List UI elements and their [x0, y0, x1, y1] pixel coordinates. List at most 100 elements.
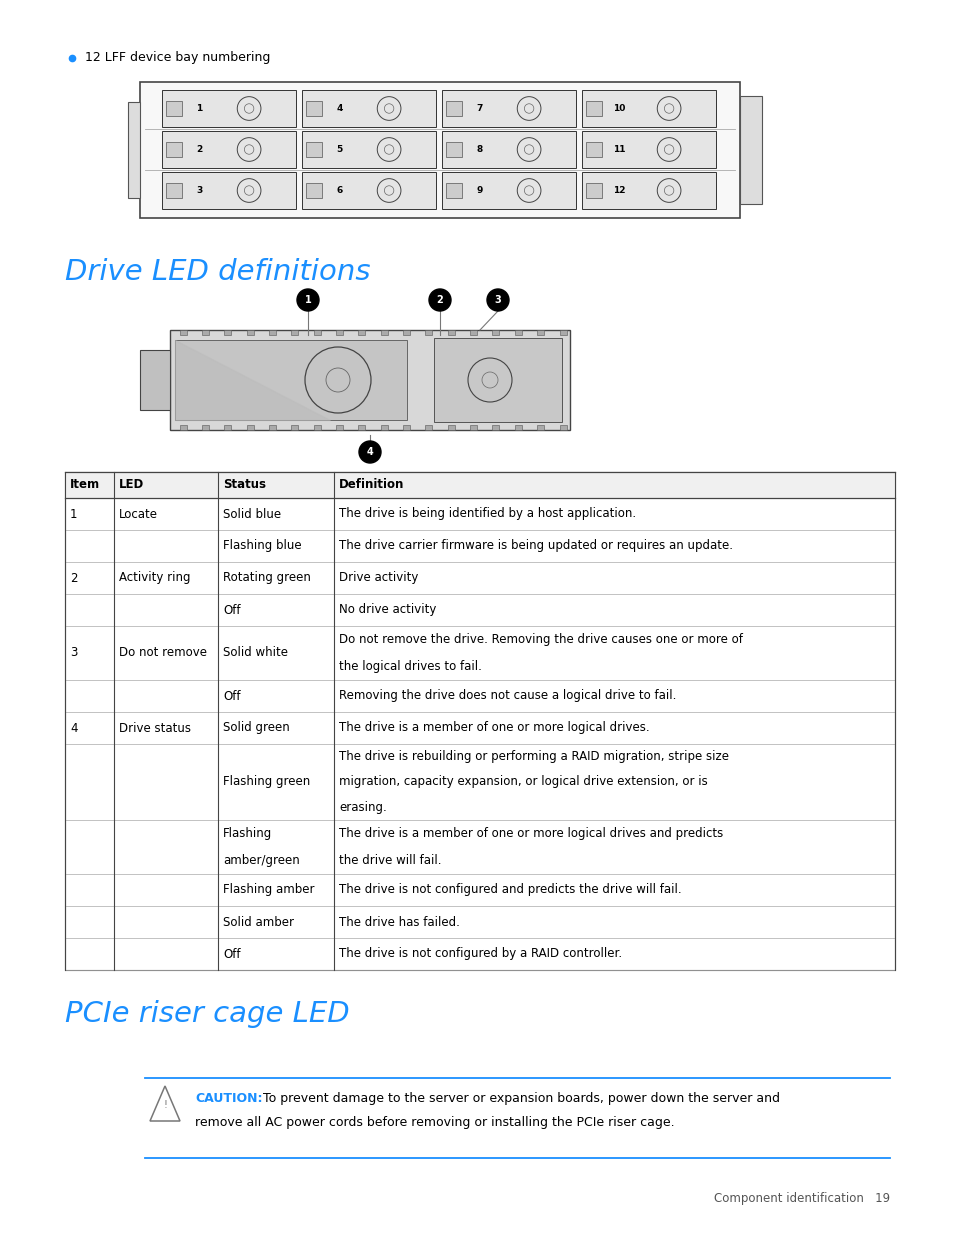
Bar [357, 425, 365, 430]
Text: Removing the drive does not cause a logical drive to fail.: Removing the drive does not cause a logi… [338, 689, 676, 703]
Text: 10: 10 [613, 104, 625, 112]
Text: The drive has failed.: The drive has failed. [338, 915, 459, 929]
Circle shape [429, 289, 451, 311]
Bar [224, 330, 231, 335]
Text: PCIe riser cage LED: PCIe riser cage LED [65, 1000, 349, 1028]
Text: Item: Item [70, 478, 100, 492]
Text: The drive is not configured and predicts the drive will fail.: The drive is not configured and predicts… [338, 883, 680, 897]
Text: 11: 11 [613, 144, 625, 154]
Bar [180, 330, 187, 335]
Bar [202, 330, 209, 335]
Bar [402, 425, 410, 430]
Bar [441, 90, 576, 127]
Bar [448, 425, 455, 430]
Text: Drive LED definitions: Drive LED definitions [65, 258, 370, 287]
Text: 12: 12 [613, 186, 625, 195]
Bar [335, 425, 343, 430]
Text: Solid green: Solid green [223, 721, 290, 735]
Bar [434, 338, 561, 422]
Bar [446, 142, 461, 157]
Text: The drive carrier firmware is being updated or requires an update.: The drive carrier firmware is being upda… [338, 540, 732, 552]
Text: 3: 3 [70, 646, 77, 659]
Text: Solid blue: Solid blue [223, 508, 281, 520]
Bar [166, 101, 182, 116]
Bar [224, 425, 231, 430]
Bar [492, 330, 498, 335]
Circle shape [486, 289, 509, 311]
Bar [448, 330, 455, 335]
Bar [166, 142, 182, 157]
Bar [424, 425, 432, 430]
Text: remove all AC power cords before removing or installing the PCIe riser cage.: remove all AC power cords before removin… [194, 1116, 674, 1129]
Bar [314, 425, 320, 430]
Text: 3: 3 [196, 186, 202, 195]
Text: 4: 4 [70, 721, 77, 735]
Text: The drive is rebuilding or performing a RAID migration, stripe size: The drive is rebuilding or performing a … [338, 750, 728, 763]
Bar [140, 82, 740, 219]
Text: 12 LFF device bay numbering: 12 LFF device bay numbering [85, 52, 270, 64]
Bar [162, 131, 295, 168]
Text: Off: Off [223, 689, 240, 703]
Text: Drive activity: Drive activity [338, 572, 418, 584]
Text: Rotating green: Rotating green [223, 572, 311, 584]
Text: CAUTION:: CAUTION: [194, 1092, 262, 1105]
Text: 5: 5 [336, 144, 342, 154]
Bar [314, 330, 320, 335]
Bar [162, 90, 295, 127]
Text: 9: 9 [476, 186, 482, 195]
Bar [515, 330, 521, 335]
Bar [470, 330, 476, 335]
Bar [140, 350, 170, 410]
Bar [170, 330, 569, 430]
Bar [269, 330, 275, 335]
Text: 8: 8 [476, 144, 482, 154]
Bar [302, 172, 436, 209]
Text: Status: Status [223, 478, 266, 492]
Bar [128, 103, 140, 198]
Text: the drive will fail.: the drive will fail. [338, 853, 441, 867]
Bar [559, 330, 566, 335]
Text: Flashing: Flashing [223, 827, 272, 840]
Text: the logical drives to fail.: the logical drives to fail. [338, 659, 481, 673]
Bar [537, 425, 543, 430]
Bar [357, 330, 365, 335]
Bar [740, 95, 761, 205]
Bar [162, 172, 295, 209]
Text: 4: 4 [336, 104, 342, 112]
Bar [559, 425, 566, 430]
Text: migration, capacity expansion, or logical drive extension, or is: migration, capacity expansion, or logica… [338, 776, 707, 788]
Text: The drive is a member of one or more logical drives and predicts: The drive is a member of one or more log… [338, 827, 722, 840]
Text: 1: 1 [304, 295, 311, 305]
Circle shape [296, 289, 318, 311]
Text: Do not remove: Do not remove [119, 646, 207, 659]
Text: 6: 6 [336, 186, 342, 195]
Bar [302, 131, 436, 168]
Bar [470, 425, 476, 430]
Bar [166, 183, 182, 198]
Text: 4: 4 [366, 447, 373, 457]
Bar [306, 142, 322, 157]
Bar [306, 183, 322, 198]
Bar [247, 425, 253, 430]
Bar [585, 183, 601, 198]
Bar [515, 425, 521, 430]
Polygon shape [174, 340, 330, 420]
Text: Flashing green: Flashing green [223, 776, 310, 788]
Text: No drive activity: No drive activity [338, 604, 436, 616]
Bar [306, 101, 322, 116]
Bar [492, 425, 498, 430]
Bar [180, 425, 187, 430]
Bar [202, 425, 209, 430]
Text: To prevent damage to the server or expansion boards, power down the server and: To prevent damage to the server or expan… [263, 1092, 780, 1105]
Text: Locate: Locate [119, 508, 158, 520]
Text: Drive status: Drive status [119, 721, 191, 735]
Bar [302, 90, 436, 127]
Bar [174, 340, 407, 420]
Text: The drive is being identified by a host application.: The drive is being identified by a host … [338, 508, 636, 520]
Text: Component identification   19: Component identification 19 [713, 1192, 889, 1205]
Bar [581, 131, 716, 168]
Text: 7: 7 [476, 104, 482, 112]
Bar [65, 472, 894, 969]
Text: erasing.: erasing. [338, 800, 386, 814]
Bar [537, 330, 543, 335]
